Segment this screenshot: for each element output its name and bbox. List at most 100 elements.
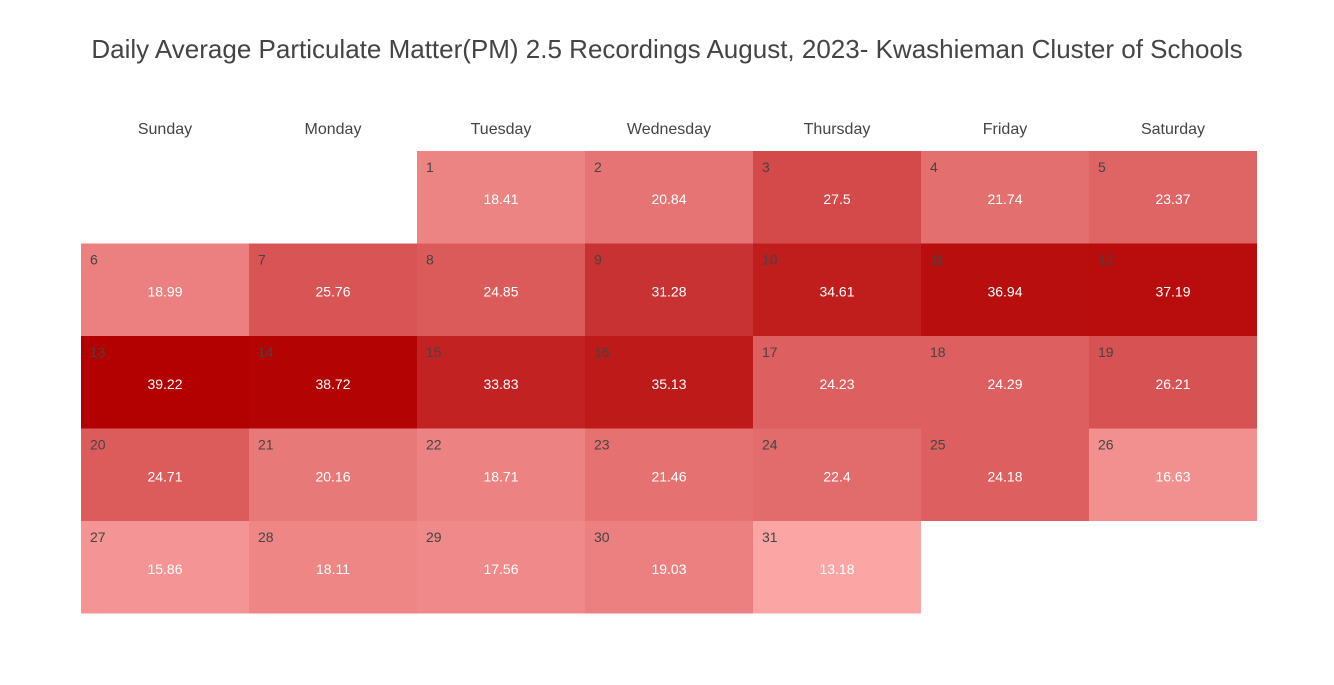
pm25-value-label: 24.29: [987, 376, 1022, 392]
heatmap-cell-rect: [1089, 243, 1257, 336]
heatmap-cell-rect: [753, 151, 921, 244]
pm25-value-label: 16.63: [1155, 469, 1190, 485]
pm25-value-label: 24.18: [987, 469, 1022, 485]
day-number: 15: [426, 344, 442, 360]
calendar-cell: 28 18.11: [249, 521, 417, 614]
heatmap-cell-rect: [753, 428, 921, 521]
day-number: 10: [762, 252, 778, 268]
calendar-cell: 10 34.61: [753, 243, 921, 336]
day-number: 19: [1098, 344, 1114, 360]
pm25-value-label: 19.03: [651, 561, 686, 577]
pm25-value-label: 21.46: [651, 469, 686, 485]
heatmap-cell-rect: [585, 336, 753, 429]
day-number: 23: [594, 437, 610, 453]
heatmap-cell-rect: [921, 243, 1089, 336]
heatmap-cell-rect: [921, 151, 1089, 244]
heatmap-cell-rect: [417, 243, 585, 336]
calendar-cell: 23 21.46: [585, 428, 753, 521]
pm25-value-label: 23.37: [1155, 191, 1190, 207]
pm25-value-label: 24.85: [483, 284, 518, 300]
weekday-label-sunday: Sunday: [138, 121, 192, 138]
day-number: 1: [426, 159, 434, 175]
heatmap-cell-rect: [249, 336, 417, 429]
heatmap-cell-rect: [249, 521, 417, 614]
day-number: 28: [258, 529, 274, 545]
calendar-cell: 327.5: [753, 151, 921, 244]
day-number: 5: [1098, 159, 1106, 175]
calendar-cell: 16 35.13: [585, 336, 753, 429]
day-number: 11: [930, 252, 945, 268]
chart-title: Daily Average Particulate Matter(PM) 2.5…: [91, 34, 1242, 64]
pm25-value-label: 15.86: [147, 561, 182, 577]
calendar-cell: 31 13.18: [753, 521, 921, 614]
calendar-cell: 12 37.19: [1089, 243, 1257, 336]
pm25-value-label: 25.76: [315, 284, 350, 300]
calendar-cell: 18 24.29: [921, 336, 1089, 429]
calendar-cell: 931.28: [585, 243, 753, 336]
pm25-value-label: 17.56: [483, 561, 518, 577]
pm25-value-label: 37.19: [1155, 284, 1190, 300]
day-number: 25: [930, 437, 946, 453]
day-number: 9: [594, 252, 602, 268]
pm25-value-label: 21.74: [987, 191, 1022, 207]
heatmap-cell-rect: [921, 336, 1089, 429]
calendar-cell: 29 17.56: [417, 521, 585, 614]
heatmap-cell-rect: [249, 243, 417, 336]
calendar-cell: 24 22.4: [753, 428, 921, 521]
pm25-value-label: 33.83: [483, 376, 518, 392]
calendar-cell: 30 19.03: [585, 521, 753, 614]
day-number: 17: [762, 344, 778, 360]
calendar-cell: 27 15.86: [81, 521, 249, 614]
pm25-value-label: 39.22: [147, 376, 182, 392]
heatmap-cell-rect: [81, 428, 249, 521]
day-number: 30: [594, 529, 610, 545]
pm25-value-label: 38.72: [315, 376, 350, 392]
heatmap-cell-rect: [753, 521, 921, 614]
day-number: 18: [930, 344, 946, 360]
pm25-value-label: 18.71: [483, 469, 518, 485]
day-number: 31: [762, 529, 778, 545]
day-number: 12: [1098, 252, 1114, 268]
pm25-value-label: 27.5: [823, 191, 850, 207]
pm25-value-label: 20.84: [651, 191, 686, 207]
heatmap-cell-rect: [753, 336, 921, 429]
calendar-cell: 220.84: [585, 151, 753, 244]
pm25-value-label: 18.41: [483, 191, 518, 207]
heatmap-cell-rect: [417, 521, 585, 614]
day-number: 8: [426, 252, 434, 268]
pm25-value-label: 18.11: [316, 561, 350, 577]
pm25-value-label: 31.28: [651, 284, 686, 300]
day-number: 13: [90, 344, 106, 360]
calendar-cell: 11 36.94: [921, 243, 1089, 336]
heatmap-cell-rect: [1089, 428, 1257, 521]
calendar-cell: 13 39.22: [81, 336, 249, 429]
pm25-value-label: 36.94: [987, 284, 1022, 300]
heatmap-cell-rect: [753, 243, 921, 336]
day-number: 4: [930, 159, 938, 175]
pm25-value-label: 35.13: [651, 376, 686, 392]
pm25-value-label: 24.23: [819, 376, 854, 392]
calendar-cell: 25 24.18: [921, 428, 1089, 521]
day-number: 14: [258, 344, 274, 360]
calendar-cell: 20 24.71: [81, 428, 249, 521]
pm25-value-label: 34.61: [819, 284, 854, 300]
pm25-value-label: 20.16: [315, 469, 350, 485]
calendar-cell: 824.85: [417, 243, 585, 336]
day-number: 24: [762, 437, 778, 453]
calendar-cell: 118.41: [417, 151, 585, 244]
calendar-cell: 15 33.83: [417, 336, 585, 429]
calendar-cell: 21 20.16: [249, 428, 417, 521]
day-number: 27: [90, 529, 106, 545]
day-number: 16: [594, 344, 610, 360]
heatmap-cell-rect: [1089, 336, 1257, 429]
weekday-header-row: Sunday Monday Tuesday Wednesday Thursday Frid…: [138, 121, 1205, 138]
heatmap-cell-rect: [585, 521, 753, 614]
heatmap-cell-rect: [81, 336, 249, 429]
day-number: 7: [258, 252, 266, 268]
day-number: 6: [90, 252, 98, 268]
heatmap-cell-rect: [417, 336, 585, 429]
day-number: 2: [594, 159, 602, 175]
day-number: 3: [762, 159, 770, 175]
